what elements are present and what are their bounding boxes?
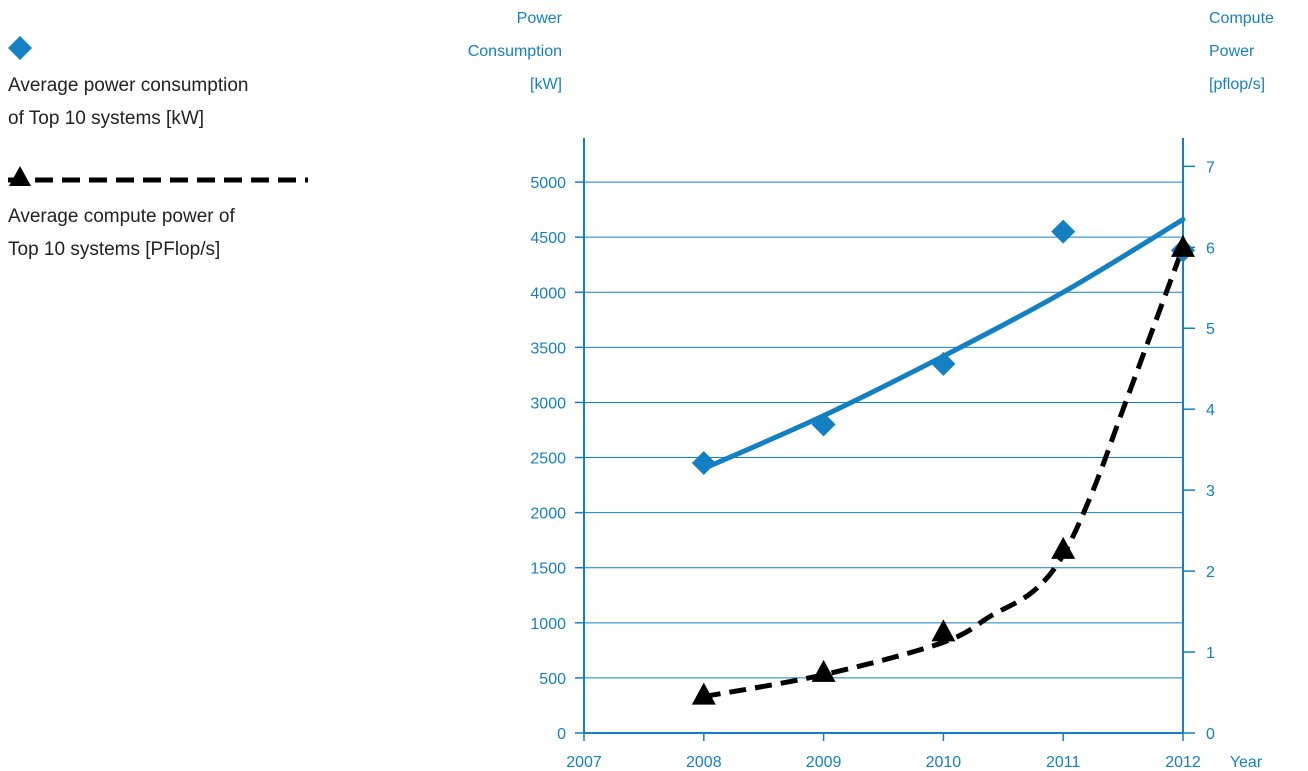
compute-trend-line [703,246,1186,700]
left-axis-title: Power Consumption [kW] [468,10,563,93]
right-axis-title-line-2: Power [1209,43,1255,60]
left-axis-tick-label: 500 [539,671,566,688]
legend-triangle-marker [9,166,31,186]
left-axis-tick-label: 2500 [530,451,566,468]
x-axis-tick-label: 2012 [1165,754,1201,771]
x-axis-title: Year [1230,754,1263,771]
left-axis-tick-label: 3000 [530,395,566,412]
right-axis-title-line-1: Compute [1209,10,1274,27]
left-axis-title-line-2: Consumption [468,43,562,60]
x-axis-tick-label: 2007 [566,754,602,771]
right-axis-tick-label: 7 [1206,159,1215,176]
right-axis-tick-label: 5 [1206,321,1215,338]
left-axis-tick-label: 3500 [530,340,566,357]
legend-label-power-line-1: Average power consumption [8,75,248,96]
left-axis-tick-label: 0 [557,726,566,743]
right-axis-tick-label: 2 [1206,564,1215,581]
plot-area: 0 500 1000 1500 2000 2500 3000 3500 4000 4500 5000… [530,138,1263,771]
right-axis-title-line-3: [pflop/s] [1209,76,1265,93]
right-axis-tick-label: 1 [1206,645,1215,662]
x-axis-tick-label: 2009 [806,754,842,771]
right-axis-tick-label: 0 [1206,726,1215,743]
right-axis-tick-label: 6 [1206,240,1215,257]
power-trend-line [701,217,1186,472]
right-axis-tick-label: 3 [1206,483,1215,500]
left-axis-tick-label: 1500 [530,561,566,578]
x-axis-tick-label: 2008 [686,754,722,771]
power-data-point [691,451,716,476]
left-axis-tick-label: 1000 [530,616,566,633]
left-axis-title-line-3: [kW] [530,76,562,93]
left-axis-tick-label: 4500 [530,230,566,247]
compute-data-point [1171,234,1195,257]
compute-data-point [931,619,956,642]
right-axis-tick-label: 4 [1206,402,1215,419]
left-axis-tick-label: 4000 [530,285,566,302]
legend-label-compute-line-1: Average compute power of [8,206,235,227]
legend-diamond-marker [8,36,32,60]
x-axis-tick-label: 2011 [1046,754,1081,771]
left-axis-tick-label: 2000 [530,506,566,523]
legend-label-power-line-2: of Top 10 systems [kW] [8,108,204,129]
x-axis-tick-label: 2010 [926,754,962,771]
left-axis-tick-label: 5000 [530,175,566,192]
power-data-point [1051,219,1076,244]
compute-data-point [811,659,836,682]
left-axis-title-line-1: Power [517,10,563,27]
right-axis-title: Compute Power [pflop/s] [1209,10,1274,93]
power-data-point [811,412,836,437]
legend: Average power consumption of Top 10 syst… [8,36,308,260]
compute-data-point [691,682,716,705]
legend-label-compute-line-2: Top 10 systems [PFlop/s] [8,239,220,260]
compute-data-point [1051,536,1076,559]
power-data-point [931,351,956,376]
